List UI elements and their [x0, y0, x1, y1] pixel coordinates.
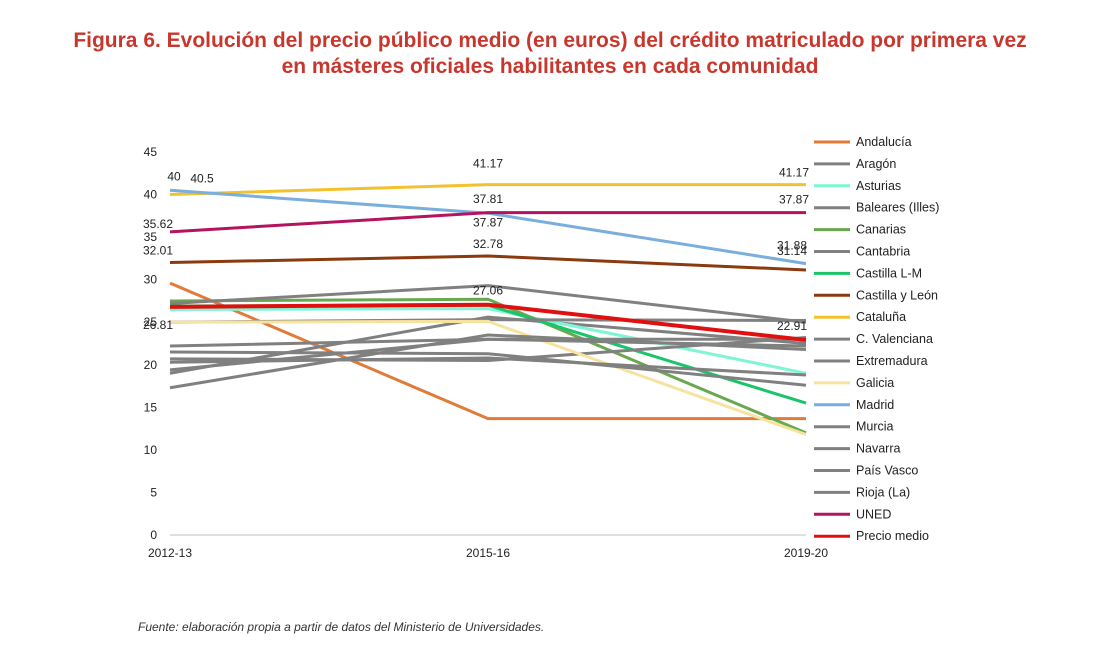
data-label-precio-medio: 22.91 — [777, 319, 807, 333]
legend-label-cataluna: Cataluña — [856, 310, 906, 324]
chart-title-line-2: en másteres oficiales habilitantes en ca… — [281, 55, 819, 78]
series-line-galicia — [169, 319, 807, 436]
x-tick-label: 2012-13 — [148, 546, 192, 560]
x-tick-label: 2019-20 — [784, 546, 828, 560]
chart-title-line-1: Figura 6. Evolución del precio público m… — [73, 29, 1027, 52]
legend-label-extremadura: Extremadura — [856, 354, 928, 368]
legend-label-pais-vasco: País Vasco — [856, 464, 918, 478]
series-line-precio-medio — [169, 302, 807, 342]
legend-label-baleares-illes: Baleares (Illes) — [856, 201, 939, 215]
legend-label-rioja-la: Rioja (La) — [856, 485, 910, 499]
y-tick-label: 10 — [144, 443, 158, 457]
series-line-asturias — [169, 307, 807, 375]
series-line-cataluna — [169, 183, 806, 197]
data-label-cataluna: 41.17 — [473, 157, 503, 171]
source-note: Fuente: elaboración propia a partir de d… — [138, 620, 545, 634]
legend-label-galicia: Galicia — [856, 376, 894, 390]
data-label-madrid: 31.88 — [777, 239, 807, 253]
data-label-uned: 37.87 — [473, 216, 503, 230]
chart-title: Figura 6. Evolución del precio público m… — [0, 28, 1100, 80]
legend-label-murcia: Murcia — [856, 420, 894, 434]
legend-label-cantabria: Cantabria — [856, 245, 910, 259]
series-line-cantabria — [169, 284, 807, 324]
data-label-castilla-y-leon: 32.01 — [143, 244, 173, 258]
legend-label-aragon: Aragón — [856, 157, 896, 171]
y-tick-label: 15 — [144, 400, 158, 414]
legend-label-madrid: Madrid — [856, 398, 894, 412]
data-label-castilla-y-leon: 32.78 — [473, 237, 503, 251]
data-label-precio-medio: 27.06 — [473, 284, 503, 298]
legend-label-castilla-l-m: Castilla L-M — [856, 266, 922, 280]
series-line-andalucia — [169, 281, 806, 421]
data-label-uned: 35.62 — [143, 217, 173, 231]
y-tick-label: 0 — [150, 528, 157, 542]
data-label-castilla-y-leon: 31.14 — [777, 244, 807, 258]
data-label-precio-medio: 26.81 — [143, 318, 173, 332]
series-line-aragon — [169, 315, 807, 375]
y-tick-label: 45 — [144, 145, 158, 159]
data-label-madrid: 40.5 — [190, 171, 214, 185]
legend-label-andalucia: Andalucía — [856, 135, 912, 149]
data-label-cataluna: 41.17 — [779, 166, 809, 180]
legend-label-asturias: Asturias — [856, 179, 901, 193]
data-label-madrid: 37.81 — [473, 192, 503, 206]
y-tick-label: 35 — [144, 230, 158, 244]
legend-label-navarra: Navarra — [856, 442, 901, 456]
x-tick-label: 2015-16 — [466, 546, 510, 560]
series-line-uned — [169, 211, 806, 234]
data-label-cataluna: 40 — [167, 170, 181, 184]
legend-label-c-valenciana: C. Valenciana — [856, 332, 933, 346]
series-line-canarias — [169, 297, 807, 435]
legend-label-uned: UNED — [856, 507, 891, 521]
series-line-rioja-la — [169, 356, 807, 377]
y-tick-label: 30 — [144, 273, 158, 287]
legend-label-canarias: Canarias — [856, 223, 906, 237]
series-line-pais-vasco — [169, 350, 807, 387]
y-tick-label: 20 — [144, 358, 158, 372]
series-line-castilla-y-leon — [169, 254, 807, 272]
y-tick-label: 25 — [144, 315, 158, 329]
data-label-uned: 37.87 — [779, 193, 809, 207]
legend-label-precio-medio: Precio medio — [856, 529, 929, 543]
y-tick-label: 40 — [144, 188, 158, 202]
y-tick-label: 5 — [150, 485, 157, 499]
legend-label-castilla-y-leon: Castilla y León — [856, 288, 938, 302]
